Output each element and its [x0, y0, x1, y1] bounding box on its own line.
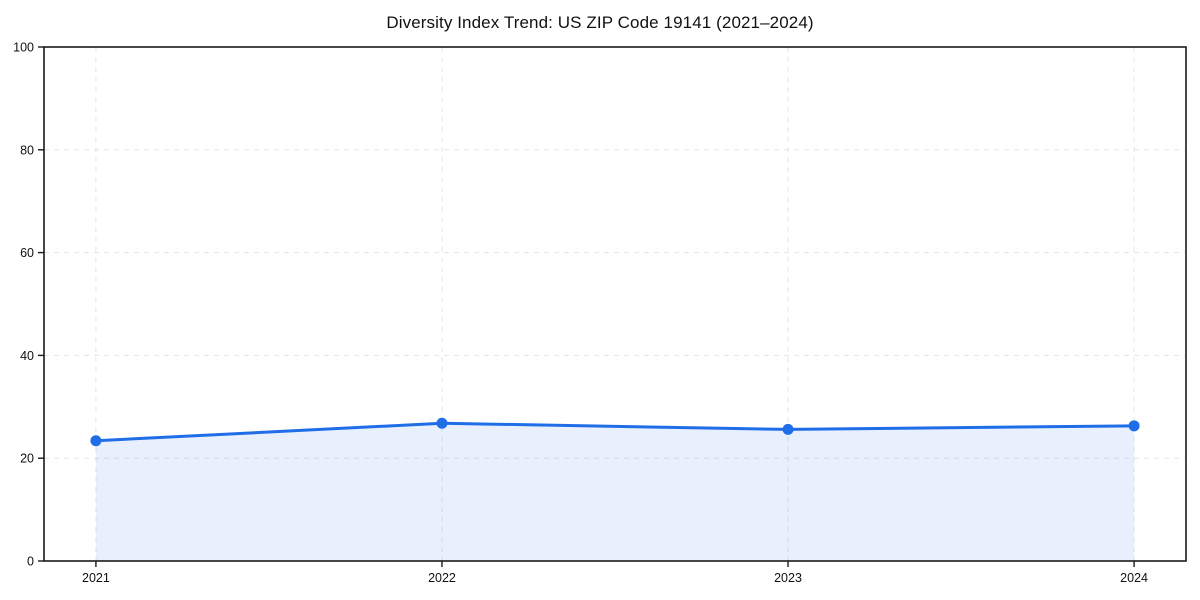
x-tick-label: 2024 [1120, 571, 1148, 585]
series-line [94, 421, 1136, 443]
plot-border [43, 46, 1187, 562]
data-point-marker [1128, 420, 1140, 432]
y-tick-label: 0 [27, 555, 34, 569]
x-tick-label: 2023 [774, 571, 802, 585]
x-tick-label: 2022 [428, 571, 456, 585]
x-tick-label: 2021 [82, 571, 110, 585]
chart-title: Diversity Index Trend: US ZIP Code 19141… [386, 13, 814, 32]
data-point-marker [782, 423, 794, 435]
data-point-marker [90, 435, 102, 447]
y-tick-label: 80 [20, 143, 34, 157]
y-tick-label: 20 [20, 452, 34, 466]
y-tick-label: 60 [20, 246, 34, 260]
series-area-fill [95, 423, 1135, 561]
y-tick-label: 100 [13, 41, 34, 55]
data-point-marker [436, 417, 448, 429]
y-tick-label: 40 [20, 349, 34, 363]
